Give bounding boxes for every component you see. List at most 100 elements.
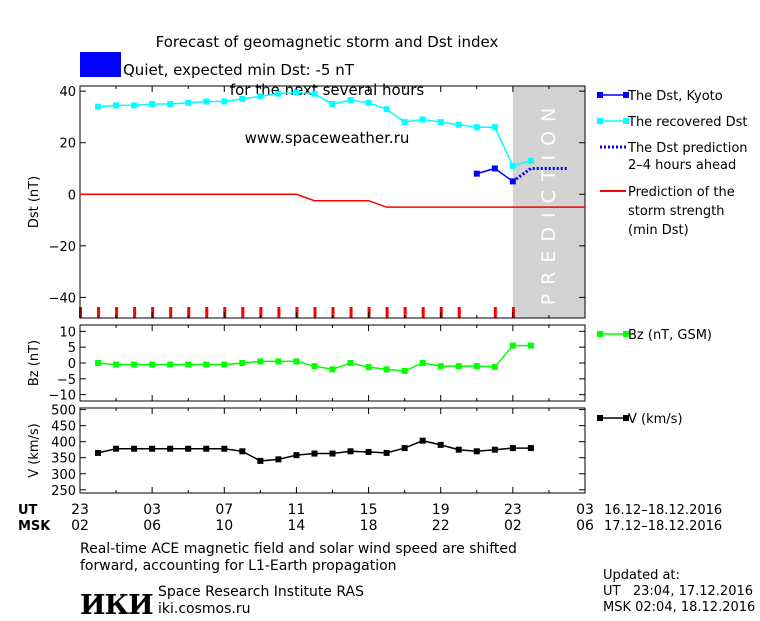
msk-axis-title: MSK: [18, 519, 51, 534]
bz-panel-frame: [79, 324, 586, 402]
storm-tick-14: [331, 307, 335, 318]
institute-website[interactable]: iki.cosmos.ru: [158, 601, 251, 617]
legend-dst-prediction-line-1: The Dst prediction: [627, 141, 748, 156]
dst-series-1-point-23: [509, 162, 516, 169]
dst-series-1-line: [97, 91, 532, 167]
v-series-0-point-21: [473, 448, 480, 455]
dst-series-0-point-0: [473, 170, 480, 177]
dst-series-1-point-21: [473, 124, 480, 131]
legend-recovered-dst-symbol-start: [597, 118, 603, 124]
bz-series-0-point-12: [311, 363, 318, 370]
ut-tick-1: 03: [143, 502, 161, 518]
dst-series-1-point-9: [257, 93, 264, 100]
dst-ytick-label-3: −20: [49, 240, 76, 255]
dst-series-1-point-18: [419, 116, 426, 123]
v-ytick-label-3: 350: [51, 452, 76, 467]
v-series-0-point-20: [455, 446, 462, 453]
bz-series-0-point-2: [131, 361, 138, 368]
storm-tick-9: [241, 307, 245, 318]
dst-ytick-label-2: 0: [68, 188, 76, 203]
storm-tick-11: [277, 307, 281, 318]
dst-series-1-point-10: [275, 90, 282, 97]
legend-bz-symbol-end: [623, 331, 629, 337]
legend-v-symbol-start: [597, 415, 603, 421]
legend-bz: Bz (nT, GSM): [628, 328, 712, 343]
updated-label: Updated at:: [603, 568, 680, 583]
bz-series-0-point-10: [275, 358, 282, 365]
bz-ytick-label-2: 0: [68, 357, 76, 372]
v-series-0-point-13: [329, 450, 336, 457]
dst-ytick-label-4: −40: [49, 291, 76, 306]
dst-axis-label: Dst (nT): [27, 176, 42, 228]
msk-tick-7: 06: [576, 518, 594, 534]
storm-tick-13: [313, 307, 317, 318]
legend-v: V (km/s): [628, 412, 683, 427]
storm-tick-7: [205, 307, 209, 318]
storm-tick-10: [259, 307, 263, 318]
storm-tick-5: [169, 307, 173, 318]
dst-series-1-point-1: [113, 102, 120, 109]
msk-tick-5: 22: [432, 518, 450, 534]
msk-tick-1: 06: [143, 518, 161, 534]
ut-tick-5: 19: [432, 502, 450, 518]
v-series-0-point-14: [347, 448, 354, 455]
bz-series-0-point-19: [437, 363, 444, 370]
bz-series-0-point-16: [383, 366, 390, 373]
footnote-line-1: Real-time ACE magnetic field and solar w…: [80, 541, 517, 557]
v-ytick-label-4: 300: [51, 468, 76, 483]
v-ytick-label-1: 450: [51, 420, 76, 435]
dst-series-1-point-6: [203, 98, 210, 105]
v-ytick-label-0: 500: [51, 404, 76, 419]
msk-tick-4: 18: [360, 518, 378, 534]
legend-bz-symbol-start: [597, 331, 603, 337]
legend-dst-kyoto: The Dst, Kyoto: [627, 89, 723, 104]
msk-tick-6: 02: [504, 518, 522, 534]
v-series-0-point-12: [311, 450, 318, 457]
v-panel-frame: [79, 407, 586, 494]
v-series-0-point-23: [509, 445, 516, 452]
ut-date-range: 16.12–18.12.2016: [604, 503, 722, 518]
v-series-0-point-0: [95, 449, 102, 456]
dst-series-1-point-22: [491, 124, 498, 131]
dst-series-1-point-16: [383, 106, 390, 113]
v-series-0-point-11: [293, 452, 300, 459]
v-series-0-point-7: [221, 445, 228, 452]
storm-tick-21: [457, 307, 461, 318]
footnote-line-2: forward, accounting for L1-Earth propaga…: [80, 558, 397, 574]
v-series-0-point-24: [527, 445, 534, 452]
iki-logo: ИКИ: [80, 590, 154, 621]
v-ytick-label-2: 400: [51, 436, 76, 451]
dst-series-1-point-8: [239, 95, 246, 102]
legend-storm-strength-line-3: (min Dst): [628, 223, 689, 238]
dst-series-1-point-4: [167, 101, 174, 108]
legend-recovered-dst: The recovered Dst: [627, 115, 747, 130]
bz-ytick-label-0: 10: [59, 325, 76, 340]
bz-series-0-point-8: [239, 360, 246, 366]
title-line-1: Forecast of geomagnetic storm and Dst in…: [155, 33, 499, 51]
v-series-0-point-3: [149, 445, 156, 452]
bz-series-0-point-0: [95, 360, 102, 366]
ut-tick-2: 07: [215, 502, 233, 518]
bz-series-0-point-17: [401, 367, 408, 374]
ut-tick-6: 23: [504, 502, 522, 518]
bz-series-0-point-7: [221, 361, 228, 368]
msk-tick-3: 14: [288, 518, 306, 534]
title-line-3: www.spaceweather.ru: [244, 129, 410, 147]
bz-series-0-point-18: [419, 360, 426, 366]
bz-series-0-point-24: [527, 342, 534, 349]
dst-ytick-label-1: 20: [59, 137, 76, 152]
storm-tick-22: [493, 307, 497, 318]
bz-series-0-point-9: [257, 358, 264, 365]
dst-series-1-point-12: [311, 90, 318, 97]
legend-storm-strength-line-2: storm strength: [628, 204, 725, 219]
dst-series-1-point-5: [185, 99, 192, 106]
legend-dst-kyoto-symbol-end: [623, 92, 629, 98]
dst-series-1-point-15: [365, 99, 372, 106]
ut-axis-title: UT: [18, 503, 38, 518]
v-series-0-point-9: [257, 457, 264, 464]
updated-msk: MSK 02:04, 18.12.2016: [603, 600, 756, 615]
bz-series-0-point-3: [149, 361, 156, 368]
storm-status-text: Quiet, expected min Dst: -5 nT: [123, 61, 354, 79]
prediction-region: [512, 86, 585, 318]
